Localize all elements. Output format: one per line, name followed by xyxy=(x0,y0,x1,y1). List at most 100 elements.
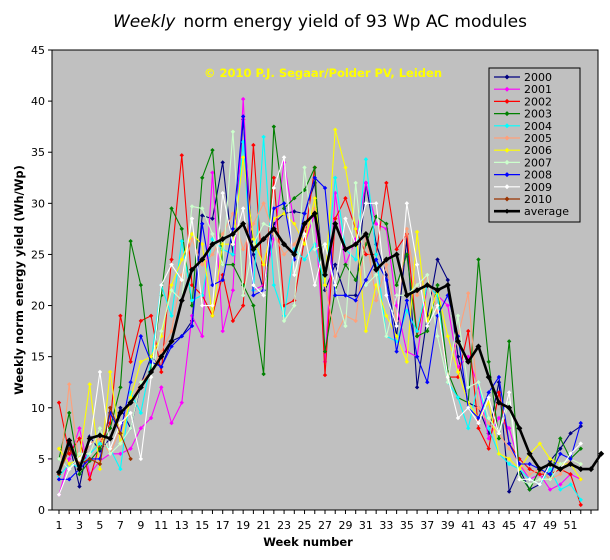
data-point-2007 xyxy=(302,165,307,170)
data-point-average xyxy=(96,432,103,439)
data-point-2003 xyxy=(230,262,236,267)
data-point-average xyxy=(117,409,124,416)
x-tick-label: 23 xyxy=(277,519,291,532)
data-point-2008 xyxy=(169,344,174,349)
data-point-2000 xyxy=(77,484,82,489)
data-point-2008 xyxy=(343,293,348,298)
data-point-2007 xyxy=(537,477,543,482)
data-point-2002 xyxy=(138,318,144,324)
data-point-2006 xyxy=(67,461,72,467)
data-point-2009 xyxy=(312,282,317,288)
data-point-average xyxy=(219,236,226,243)
x-tick-label: 27 xyxy=(318,519,332,532)
data-point-2006 xyxy=(107,369,113,375)
data-point-2007 xyxy=(353,180,358,186)
data-point-2002 xyxy=(527,466,532,472)
legend-label-2000: 2000 xyxy=(524,71,552,84)
data-point-2004 xyxy=(97,441,103,446)
x-tick-label: 3 xyxy=(76,519,83,532)
data-point-2005 xyxy=(159,349,164,354)
data-point-average xyxy=(352,241,359,248)
data-point-2002 xyxy=(496,390,502,395)
data-point-2004 xyxy=(363,157,369,162)
data-point-2000 xyxy=(220,160,225,165)
series-line-2010 xyxy=(58,407,132,475)
data-point-2001 xyxy=(148,415,154,421)
data-point-2009 xyxy=(537,482,543,487)
data-point-2003 xyxy=(578,446,583,451)
data-point-2009 xyxy=(97,369,103,375)
copyright-text: © 2010 P.J. Segaar/Polder PV, Leiden xyxy=(204,66,442,80)
data-point-2000 xyxy=(353,293,358,298)
data-point-2006 xyxy=(251,236,256,242)
data-point-2007 xyxy=(343,323,348,329)
data-point-2009 xyxy=(322,242,328,247)
legend-label-2008: 2008 xyxy=(524,169,552,182)
data-point-average xyxy=(250,246,257,253)
data-point-2006 xyxy=(363,328,369,334)
data-point-average xyxy=(588,466,594,473)
data-point-2003 xyxy=(435,282,440,288)
data-point-2004 xyxy=(169,313,174,318)
data-point-2003 xyxy=(373,214,379,219)
data-point-2002 xyxy=(322,372,328,378)
data-point-2002 xyxy=(394,247,399,252)
data-point-2007 xyxy=(466,385,471,390)
series-layer xyxy=(56,96,605,508)
data-point-2000 xyxy=(251,252,256,257)
data-point-2003 xyxy=(414,334,420,339)
data-point-average xyxy=(66,437,73,444)
legend-marker-2010 xyxy=(504,196,510,202)
data-point-2005 xyxy=(189,236,195,242)
data-point-2008 xyxy=(159,364,164,370)
data-point-2008 xyxy=(568,456,573,462)
data-point-average xyxy=(536,466,543,473)
data-point-2004 xyxy=(558,487,563,492)
data-point-2009 xyxy=(466,405,471,410)
data-point-2003 xyxy=(384,221,389,226)
data-point-2003 xyxy=(558,436,563,441)
data-point-2000 xyxy=(384,272,389,278)
data-point-2006 xyxy=(261,262,266,267)
data-point-2005 xyxy=(353,318,358,324)
data-point-average xyxy=(107,435,114,442)
data-point-2009 xyxy=(118,420,123,426)
data-point-2008 xyxy=(527,461,532,467)
data-point-2001 xyxy=(118,451,123,456)
x-tick-label: 15 xyxy=(195,519,209,532)
data-point-2006 xyxy=(506,456,512,462)
data-point-2005 xyxy=(404,226,410,232)
data-point-2007 xyxy=(128,426,133,431)
data-point-2006 xyxy=(414,229,420,235)
y-tick-label: 0 xyxy=(38,504,45,517)
x-tick-label: 21 xyxy=(257,519,271,532)
data-point-2007 xyxy=(189,204,195,209)
data-point-2002 xyxy=(476,426,481,431)
data-point-2010 xyxy=(87,456,92,462)
x-tick-label: 39 xyxy=(441,519,455,532)
data-point-2006 xyxy=(496,451,502,456)
y-tick-label: 15 xyxy=(31,351,45,364)
data-point-2001 xyxy=(210,170,215,175)
data-point-average xyxy=(403,292,410,299)
data-point-2009 xyxy=(200,303,205,308)
data-point-2000 xyxy=(558,446,563,451)
data-point-2010 xyxy=(107,405,113,410)
data-point-2007 xyxy=(363,282,369,288)
data-point-2005 xyxy=(240,247,246,252)
x-axis-label: Week number xyxy=(263,535,353,549)
data-point-2009 xyxy=(333,282,338,288)
data-point-2006 xyxy=(240,155,246,160)
data-point-2003 xyxy=(476,257,481,262)
data-point-2007 xyxy=(558,461,563,467)
data-point-2003 xyxy=(425,328,430,334)
data-point-2008 xyxy=(363,277,369,283)
y-tick-label: 45 xyxy=(31,44,45,57)
legend-label-2005: 2005 xyxy=(524,132,552,145)
series-average xyxy=(56,210,605,476)
data-point-2003 xyxy=(67,410,72,416)
legend-label-2001: 2001 xyxy=(524,83,552,96)
data-point-2009 xyxy=(210,303,215,308)
legend-label-2009: 2009 xyxy=(524,181,552,194)
data-point-2009 xyxy=(302,231,307,237)
